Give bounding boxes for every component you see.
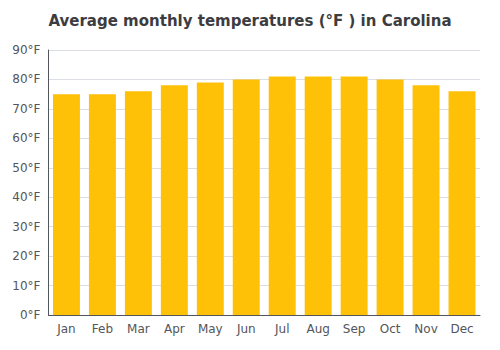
svg-text:80°F: 80°F (12, 72, 40, 86)
svg-text:30°F: 30°F (12, 220, 40, 234)
svg-text:Jun: Jun (236, 322, 256, 336)
svg-text:20°F: 20°F (12, 249, 40, 263)
svg-text:90°F: 90°F (12, 43, 40, 57)
svg-text:Sep: Sep (343, 322, 366, 336)
svg-text:Dec: Dec (450, 322, 473, 336)
svg-text:Feb: Feb (92, 322, 113, 336)
svg-text:Apr: Apr (164, 322, 185, 336)
svg-text:40°F: 40°F (12, 190, 40, 204)
svg-text:60°F: 60°F (12, 131, 40, 145)
svg-text:Nov: Nov (414, 322, 437, 336)
svg-text:Oct: Oct (380, 322, 401, 336)
svg-text:50°F: 50°F (12, 161, 40, 175)
svg-text:Jul: Jul (274, 322, 289, 336)
svg-text:Mar: Mar (127, 322, 150, 336)
svg-text:Aug: Aug (306, 322, 329, 336)
svg-text:70°F: 70°F (12, 102, 40, 116)
svg-text:0°F: 0°F (20, 308, 41, 322)
svg-text:10°F: 10°F (12, 279, 40, 293)
svg-text:May: May (198, 322, 223, 336)
svg-text:Jan: Jan (56, 322, 76, 336)
svg-text:Average monthly temperatures (: Average monthly temperatures (°F ) in Ca… (48, 12, 451, 30)
